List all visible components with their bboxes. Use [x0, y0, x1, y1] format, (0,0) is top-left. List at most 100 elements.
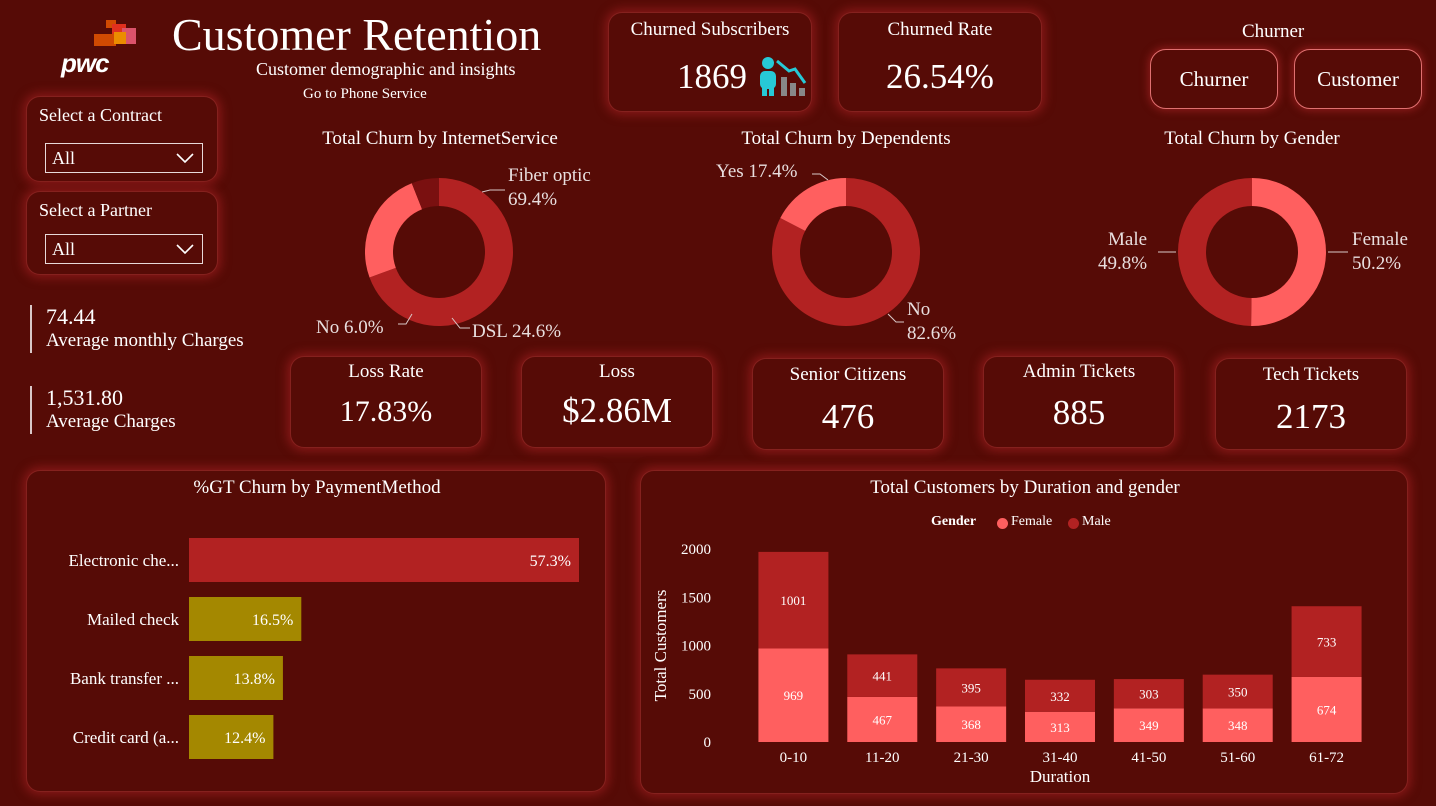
tech-tickets-value: 2173	[1276, 397, 1346, 436]
partner-dropdown-value: All	[52, 239, 76, 259]
leader-line	[451, 317, 470, 329]
contract-slicer: Select a Contract All	[26, 96, 218, 182]
dependents-yes-label: Yes 17.4%	[716, 161, 798, 182]
y-tick-label: 1500	[681, 590, 711, 606]
duration-bar-male[interactable]	[1202, 674, 1273, 709]
legend-title: Gender	[931, 514, 977, 529]
payment-bar[interactable]	[189, 656, 283, 700]
pwc-logo-text: pwc	[61, 48, 110, 78]
senior-citizens-card: Senior Citizens 476	[752, 358, 944, 450]
duration-bar-male[interactable]	[1113, 679, 1184, 709]
duration-bar-female[interactable]	[1025, 711, 1095, 742]
duration-bar-female[interactable]	[758, 648, 829, 742]
duration-bar-female[interactable]	[936, 706, 1007, 742]
donut-slice-yes[interactable]	[780, 178, 846, 231]
duration-value-label: 467	[873, 712, 893, 727]
churned-rate-title: Churned Rate	[887, 19, 993, 40]
leader-line	[481, 189, 505, 193]
payment-bar[interactable]	[189, 715, 274, 759]
duration-bar-female[interactable]	[1113, 708, 1184, 742]
x-tick-label: 21-30	[954, 750, 989, 766]
dsl-label: DSL 24.6%	[472, 321, 562, 342]
legend-female-swatch	[997, 518, 1008, 529]
legend-male-label: Male	[1082, 514, 1111, 529]
duration-value-label: 348	[1228, 718, 1248, 733]
duration-value-label: 733	[1317, 635, 1337, 650]
avg-monthly-charges-label: Average monthly Charges	[46, 330, 244, 351]
loss-rate-value: 17.83%	[339, 395, 433, 428]
internet-service-chart-title: Total Churn by InternetService	[322, 128, 558, 149]
churned-subscribers-title: Churned Subscribers	[630, 19, 790, 40]
chevron-down-icon	[176, 244, 194, 255]
payment-value-label: 13.8%	[234, 671, 275, 688]
x-axis-label: Duration	[1030, 767, 1091, 786]
donut-slice-dsl[interactable]	[365, 183, 423, 278]
legend-female-label: Female	[1011, 514, 1053, 529]
duration-bar-male[interactable]	[1025, 679, 1095, 712]
loss-rate-card: Loss Rate 17.83%	[290, 356, 482, 448]
admin-tickets-value: 885	[1052, 393, 1106, 432]
payment-bar[interactable]	[189, 538, 579, 582]
dependents-no-label: No 82.6%	[907, 299, 957, 344]
duration-bar-male[interactable]	[1291, 606, 1362, 677]
y-tick-label: 0	[704, 735, 712, 751]
duration-bar-male[interactable]	[936, 668, 1007, 707]
donut-slice-male[interactable]	[1177, 178, 1252, 326]
payment-category-label: Credit card (a...	[73, 728, 179, 747]
duration-bar-male[interactable]	[758, 551, 829, 649]
page-subtitle: Customer demographic and insights	[256, 59, 516, 79]
leader-line	[887, 313, 904, 323]
phone-service-nav-link[interactable]: Go to Phone Service	[303, 86, 427, 102]
churned-subscribers-value: 1869	[677, 57, 747, 96]
y-tick-label: 500	[689, 687, 712, 703]
chevron-down-icon	[176, 153, 194, 164]
y-tick-label: 1000	[681, 639, 711, 655]
x-tick-label: 41-50	[1131, 750, 1166, 766]
dependents-donut	[772, 178, 921, 327]
tech-tickets-title: Tech Tickets	[1262, 364, 1360, 385]
admin-tickets-title: Admin Tickets	[1022, 361, 1136, 382]
payment-value-label: 16.5%	[252, 612, 293, 629]
donut-slice-fiber-optic[interactable]	[369, 178, 513, 326]
contract-dropdown[interactable]: All	[45, 143, 203, 173]
duration-value-label: 674	[1317, 702, 1337, 717]
duration-chart-card: Total Customers by Duration and gender G…	[640, 470, 1408, 794]
senior-citizens-title: Senior Citizens	[789, 364, 907, 385]
duration-bar-female[interactable]	[1291, 676, 1362, 742]
duration-bar-female[interactable]	[847, 696, 918, 742]
page-title: Customer Retention	[172, 9, 542, 60]
duration-bar-male[interactable]	[847, 654, 918, 697]
payment-category-label: Bank transfer ...	[70, 669, 179, 688]
y-tick-label: 2000	[681, 542, 711, 558]
donut-slice-no[interactable]	[772, 178, 921, 327]
duration-chart-legend: Gender Female Male	[931, 514, 1111, 530]
male-label: Male 49.8%	[1098, 229, 1148, 274]
legend-male-swatch	[1068, 518, 1079, 529]
avg-monthly-charges-value: 74.44	[46, 304, 96, 329]
churner-button[interactable]: Churner	[1150, 49, 1278, 109]
duration-value-label: 349	[1139, 718, 1159, 733]
loss-rate-title: Loss Rate	[348, 361, 424, 382]
x-tick-label: 51-60	[1220, 750, 1255, 766]
admin-tickets-card: Admin Tickets 885	[983, 356, 1175, 448]
duration-bar-female[interactable]	[1202, 708, 1273, 742]
payment-bar[interactable]	[189, 597, 302, 641]
churned-rate-value: 26.54%	[886, 57, 994, 96]
partner-slicer: Select a Partner All	[26, 191, 218, 275]
partner-dropdown[interactable]: All	[45, 234, 203, 264]
customer-button[interactable]: Customer	[1294, 49, 1422, 109]
loss-card: Loss $2.86M	[521, 356, 713, 448]
duration-stacked-bar-chart: 0 500 1000 1500 2000 Total Customers Duration 9…	[651, 542, 1362, 786]
partner-slicer-label: Select a Partner	[39, 200, 152, 220]
donut-slice-no[interactable]	[411, 178, 439, 210]
donut-slice-female[interactable]	[1251, 178, 1326, 326]
duration-value-label: 368	[961, 717, 981, 732]
female-label: Female 50.2%	[1352, 229, 1408, 274]
payment-category-label: Mailed check	[87, 610, 180, 629]
internet-service-donut	[365, 178, 513, 326]
duration-value-label: 969	[784, 688, 804, 703]
tech-tickets-card: Tech Tickets 2173	[1215, 358, 1407, 450]
person-decline-icon	[760, 57, 807, 96]
avg-charges-label: Average Charges	[46, 411, 176, 432]
